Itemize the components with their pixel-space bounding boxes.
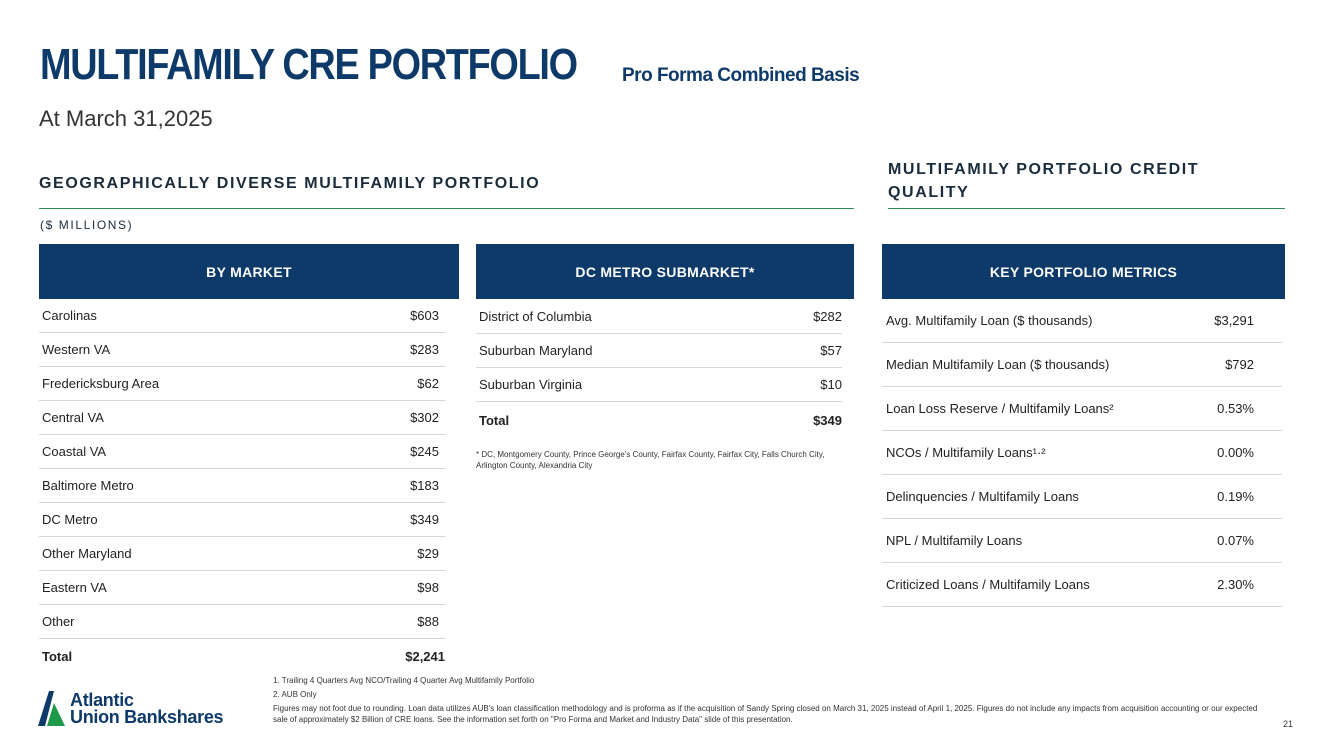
- table-row: Other Maryland $29: [39, 537, 445, 571]
- page-title-block: MULTIFAMILY CRE PORTFOLIO Pro Forma Comb…: [40, 40, 860, 90]
- by-market-header: BY MARKET: [39, 244, 459, 299]
- left-section-heading: GEOGRAPHICALLY DIVERSE MULTIFAMILY PORTF…: [39, 175, 541, 192]
- row-label: Loan Loss Reserve / Multifamily Loans²: [886, 401, 1114, 416]
- row-value: $3,291: [1214, 313, 1254, 328]
- row-label: Criticized Loans / Multifamily Loans: [886, 577, 1090, 592]
- table-row: Delinquencies / Multifamily Loans 0.19%: [882, 475, 1282, 519]
- row-value: $57: [820, 343, 842, 358]
- row-value: $10: [820, 377, 842, 392]
- dc-metro-table: District of Columbia $282 Suburban Marylan…: [476, 300, 842, 438]
- row-value: $282: [813, 309, 842, 324]
- table-row: NCOs / Multifamily Loans¹·² 0.00%: [882, 431, 1282, 475]
- row-label: Baltimore Metro: [42, 478, 134, 493]
- total-value: $349: [813, 412, 842, 428]
- row-label: NPL / Multifamily Loans: [886, 533, 1023, 548]
- row-label: Coastal VA: [42, 444, 107, 459]
- row-value: $603: [410, 308, 439, 323]
- row-value: 0.07%: [1217, 533, 1254, 548]
- row-value: $792: [1225, 357, 1254, 372]
- table-row: NPL / Multifamily Loans 0.07%: [882, 519, 1282, 563]
- row-value: $302: [410, 410, 439, 425]
- row-value: $349: [410, 512, 439, 527]
- table-row: Eastern VA $98: [39, 571, 445, 605]
- row-label: Avg. Multifamily Loan ($ thousands): [886, 313, 1093, 328]
- row-value: $29: [417, 546, 439, 561]
- table-row: Baltimore Metro $183: [39, 469, 445, 503]
- page-number: 21: [1282, 719, 1293, 729]
- row-value: 0.00%: [1217, 445, 1254, 460]
- as-of-date: At March 31,2025: [39, 106, 213, 131]
- company-logo: Atlantic Union Bankshares: [38, 689, 224, 727]
- row-label: Fredericksburg Area: [42, 376, 160, 391]
- row-value: $183: [410, 478, 439, 493]
- row-value: $283: [410, 342, 439, 357]
- table-row: Suburban Virginia $10: [476, 368, 842, 402]
- row-label: DC Metro: [42, 512, 98, 527]
- logo-wordmark: Atlantic Union Bankshares: [70, 689, 224, 727]
- table-row: Criticized Loans / Multifamily Loans 2.30…: [882, 563, 1282, 607]
- table-row: Avg. Multifamily Loan ($ thousands) $3,29…: [882, 299, 1282, 343]
- row-label: Other Maryland: [42, 546, 132, 561]
- left-section-divider: [39, 208, 854, 209]
- row-value: $62: [417, 376, 439, 391]
- row-label: Western VA: [42, 342, 111, 357]
- logo-line-1: Atlantic: [70, 689, 134, 710]
- total-label: Total: [479, 412, 510, 428]
- row-value: $98: [417, 580, 439, 595]
- key-metrics-header: KEY PORTFOLIO METRICS: [882, 244, 1285, 299]
- total-row: Total $349: [476, 402, 842, 438]
- table-row: District of Columbia $282: [476, 300, 842, 334]
- footnote-disclaimer: Figures may not foot due to rounding. Lo…: [273, 704, 1258, 724]
- row-value: 0.19%: [1217, 489, 1254, 504]
- row-label: Median Multifamily Loan ($ thousands): [886, 357, 1110, 372]
- key-metrics-table: Avg. Multifamily Loan ($ thousands) $3,29…: [882, 299, 1282, 607]
- dc-metro-header: DC METRO SUBMARKET*: [476, 244, 854, 299]
- page-title: MULTIFAMILY CRE PORTFOLIO: [40, 40, 578, 89]
- row-label: District of Columbia: [479, 309, 592, 324]
- total-value: $2,241: [405, 648, 445, 664]
- total-row: Total $2,241: [39, 639, 445, 673]
- row-label: Eastern VA: [42, 580, 107, 595]
- table-row: Median Multifamily Loan ($ thousands) $79…: [882, 343, 1282, 387]
- table-row: Coastal VA $245: [39, 435, 445, 469]
- logo-mark-icon: [38, 691, 65, 726]
- row-label: NCOs / Multifamily Loans¹·²: [886, 445, 1046, 460]
- table-row: Other $88: [39, 605, 445, 639]
- units-label: ($ MILLIONS): [40, 218, 134, 232]
- row-label: Suburban Virginia: [479, 377, 583, 392]
- logo-line-2: Union Bankshares: [70, 706, 224, 727]
- dc-metro-note: * DC, Montgomery County, Prince George's…: [476, 450, 825, 470]
- row-label: Carolinas: [42, 308, 97, 323]
- right-section-divider: [888, 208, 1285, 209]
- table-row: Central VA $302: [39, 401, 445, 435]
- row-value: 0.53%: [1217, 401, 1254, 416]
- row-value: 2.30%: [1217, 577, 1254, 592]
- footnote-2: 2. AUB Only: [273, 690, 317, 699]
- total-label: Total: [42, 648, 73, 664]
- table-row: Carolinas $603: [39, 299, 445, 333]
- table-row: Fredericksburg Area $62: [39, 367, 445, 401]
- table-row: Suburban Maryland $57: [476, 334, 842, 368]
- right-heading-line2: QUALITY: [888, 184, 970, 201]
- page-subtitle: Pro Forma Combined Basis: [622, 65, 860, 86]
- row-label: Delinquencies / Multifamily Loans: [886, 489, 1079, 504]
- row-label: Other: [42, 614, 75, 629]
- right-section-heading: MULTIFAMILY PORTFOLIO CREDIT QUALITY: [888, 158, 1199, 204]
- table-row: DC Metro $349: [39, 503, 445, 537]
- table-row: Western VA $283: [39, 333, 445, 367]
- right-heading-line1: MULTIFAMILY PORTFOLIO CREDIT: [888, 161, 1200, 178]
- row-label: Central VA: [42, 410, 104, 425]
- row-value: $88: [417, 614, 439, 629]
- by-market-table: Carolinas $603 Western VA $283 Fredericksbur…: [39, 299, 445, 673]
- row-label: Suburban Maryland: [479, 343, 593, 358]
- footnote-1: 1. Trailing 4 Quarters Avg NCO/Trailing …: [273, 676, 535, 685]
- row-value: $245: [410, 444, 439, 459]
- table-row: Loan Loss Reserve / Multifamily Loans² 0.…: [882, 387, 1282, 431]
